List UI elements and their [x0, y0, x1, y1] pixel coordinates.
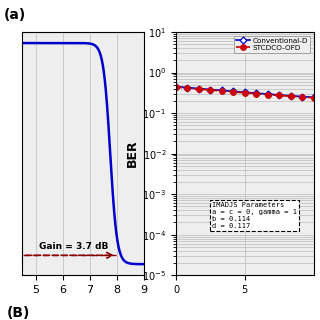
Text: Gain = 3.7 dB: Gain = 3.7 dB [39, 242, 108, 251]
Conventional-D [289, 94, 292, 98]
Conventional-D [174, 85, 178, 89]
STCDCO-OFD [312, 96, 316, 100]
Conventional-D [243, 90, 247, 94]
STCDCO-OFD [231, 90, 235, 94]
STCDCO-OFD [186, 86, 189, 90]
Conventional-D [209, 88, 212, 92]
STCDCO-OFD [254, 92, 258, 96]
STCDCO-OFD [197, 87, 201, 91]
Text: IMADJS Parameters
a = c = 0, gamma = 1
b = 0.114
d = 0.117: IMADJS Parameters a = c = 0, gamma = 1 b… [212, 202, 297, 229]
STCDCO-OFD [209, 88, 212, 92]
Conventional-D [186, 86, 189, 90]
STCDCO-OFD [220, 89, 224, 93]
STCDCO-OFD [266, 93, 270, 97]
Conventional-D [312, 95, 316, 99]
STCDCO-OFD [174, 85, 178, 89]
STCDCO-OFD [289, 94, 292, 98]
Text: (a): (a) [4, 8, 27, 22]
STCDCO-OFD [243, 91, 247, 95]
Conventional-D [300, 95, 304, 99]
Conventional-D [254, 91, 258, 95]
Line: STCDCO-OFD: STCDCO-OFD [173, 84, 316, 100]
Y-axis label: BER: BER [126, 140, 139, 167]
Conventional-D [197, 87, 201, 91]
Conventional-D [266, 92, 270, 96]
Legend: Conventional-D, STCDCO-OFD: Conventional-D, STCDCO-OFD [234, 36, 310, 53]
Text: (B): (B) [6, 306, 30, 320]
Line: Conventional-D: Conventional-D [173, 84, 316, 100]
STCDCO-OFD [300, 95, 304, 99]
Conventional-D [231, 90, 235, 93]
Conventional-D [220, 89, 224, 92]
Conventional-D [277, 93, 281, 97]
STCDCO-OFD [277, 93, 281, 97]
